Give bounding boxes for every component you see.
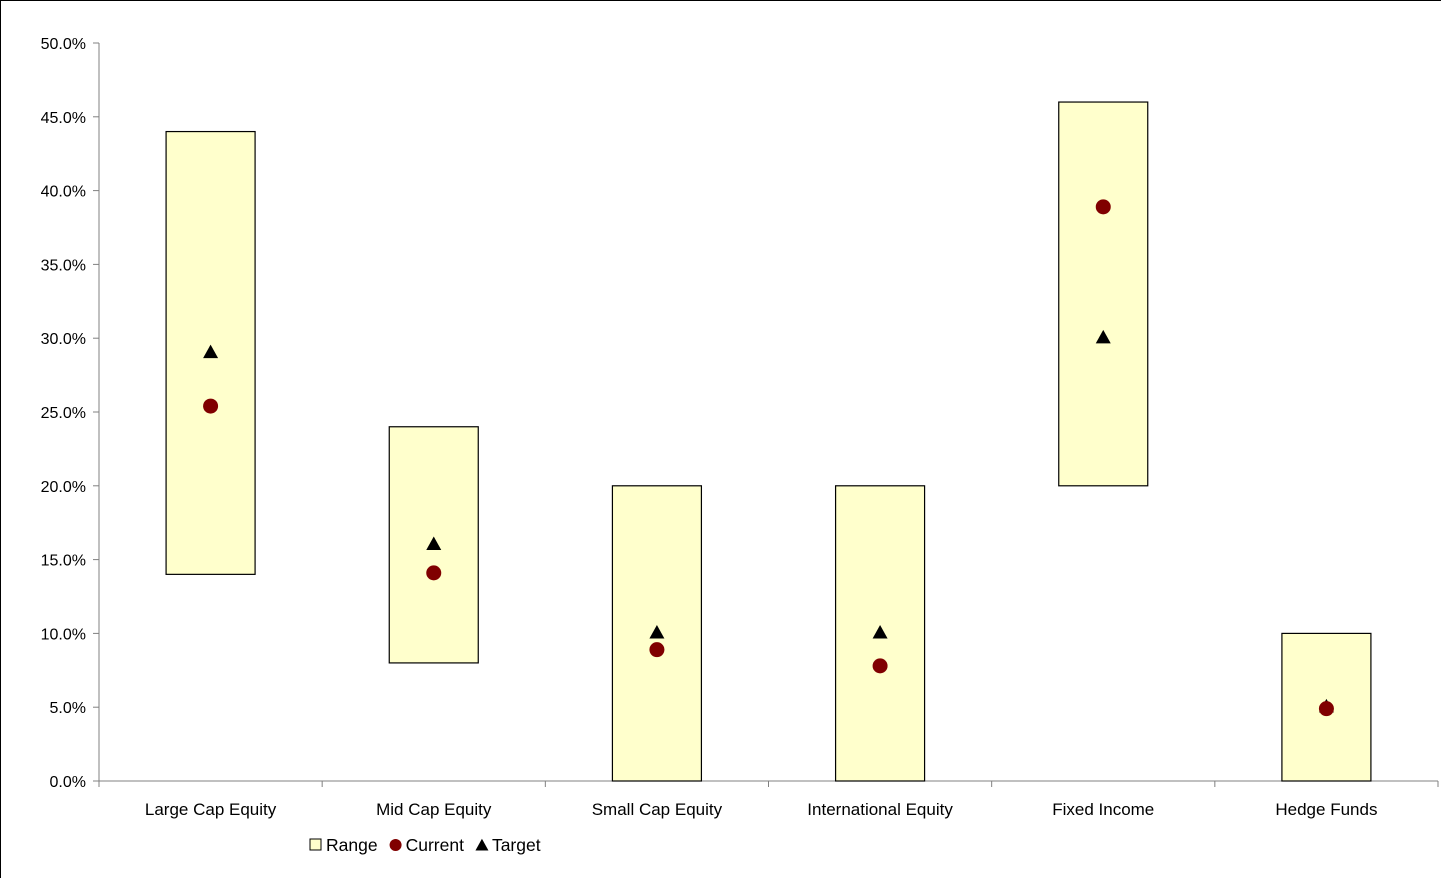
- legend-label: Target: [492, 835, 541, 855]
- current-marker: [649, 642, 665, 658]
- category-labels: Large Cap Equity Mid Cap Equity Small Cap …: [145, 800, 1378, 819]
- y-tick-label: 30.0%: [41, 331, 86, 348]
- y-tick-label: 10.0%: [41, 626, 86, 643]
- category-label: Fixed Income: [1052, 800, 1154, 819]
- range-bar: [1058, 101, 1149, 487]
- y-tick-label: 15.0%: [41, 553, 86, 570]
- range-bar: [388, 426, 479, 664]
- legend: Range Current Target: [309, 835, 541, 855]
- y-tick-label: 35.0%: [41, 257, 86, 274]
- target-marker: [872, 625, 888, 639]
- legend-target-swatch: [475, 838, 489, 851]
- current-marker: [426, 565, 442, 581]
- target-marker: [649, 625, 665, 639]
- legend-label: Range: [326, 835, 378, 855]
- y-tick-label: 45.0%: [41, 110, 86, 127]
- y-tick-label: 50.0%: [41, 36, 86, 53]
- y-tick-label: 25.0%: [41, 405, 86, 422]
- current-marker: [872, 658, 888, 674]
- legend-label: Current: [406, 835, 464, 855]
- category-label: Hedge Funds: [1275, 800, 1377, 819]
- target-marker: [203, 344, 219, 359]
- category-label: Large Cap Equity: [145, 800, 277, 819]
- legend-range-swatch: [309, 838, 322, 851]
- y-tick-label: 40.0%: [41, 184, 86, 201]
- markers: [203, 199, 1334, 717]
- category-label: International Equity: [807, 800, 953, 819]
- current-marker: [1318, 701, 1334, 717]
- current-marker: [1095, 199, 1111, 215]
- axes: 0.0% 5.0% 10.0% 15.0% 20.0% 25.0% 30.0% 35.0% 40…: [41, 36, 1439, 791]
- current-marker: [203, 398, 219, 414]
- y-tick-label: 0.0%: [50, 774, 86, 791]
- target-marker: [426, 536, 442, 550]
- y-tick-label: 20.0%: [41, 479, 86, 496]
- y-tick-label: 5.0%: [50, 700, 86, 717]
- target-marker: [1095, 329, 1111, 344]
- category-label: Mid Cap Equity: [376, 800, 492, 819]
- legend-current-swatch: [389, 839, 402, 851]
- range-bars: [165, 101, 1372, 782]
- category-label: Small Cap Equity: [592, 800, 723, 819]
